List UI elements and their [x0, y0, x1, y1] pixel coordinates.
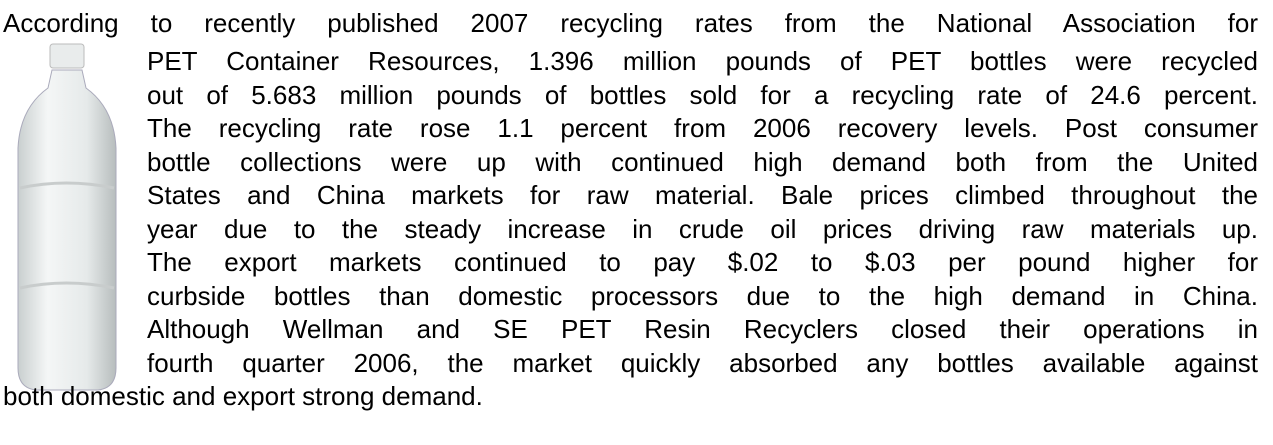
bottle-image [6, 38, 136, 398]
text-line: Although Wellman and SE PET Resin Recycl… [147, 312, 1258, 346]
document: According to recently published 2007 rec… [0, 0, 1273, 445]
text-line: PET Container Resources, 1.396 million p… [147, 44, 1258, 78]
text-line: bottle collections were up with continue… [147, 145, 1258, 179]
text-line: According to recently published 2007 rec… [3, 6, 1258, 40]
text-line: fourth quarter 2006, the market quickly … [147, 346, 1258, 380]
text-line: curbside bottles than domestic processor… [147, 279, 1258, 313]
text-line: year due to the steady increase in crude… [147, 212, 1258, 246]
text-line: both domestic and export strong demand. [3, 379, 483, 413]
text-line: States and China markets for raw materia… [147, 178, 1258, 212]
text-line: out of 5.683 million pounds of bottles s… [147, 78, 1258, 112]
text-line: The recycling rate rose 1.1 percent from… [147, 111, 1258, 145]
text-line: The export markets continued to pay $.02… [147, 245, 1258, 279]
